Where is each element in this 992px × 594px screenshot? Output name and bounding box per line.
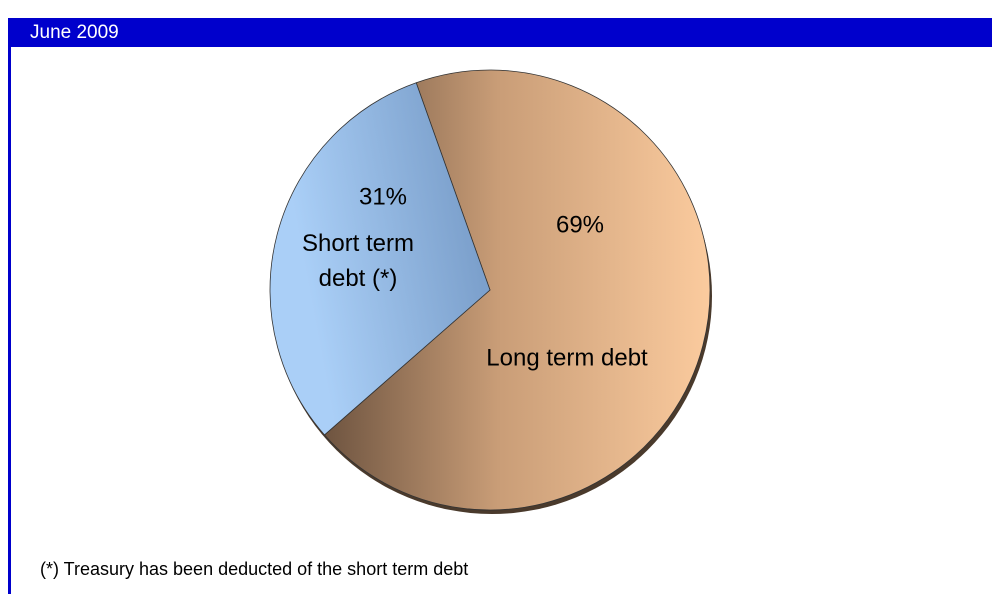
footnote: (*) Treasury has been deducted of the sh… — [40, 559, 469, 579]
pie-slice — [269, 82, 491, 436]
value-label: 69% — [555, 211, 605, 239]
frame-line — [8, 47, 11, 594]
category-label: Short term debt (*) — [301, 230, 415, 292]
category-label: Long term debt — [486, 344, 648, 372]
pie-slice — [323, 69, 711, 511]
chart-title: June 2009 — [8, 18, 992, 47]
value-label: 31% — [358, 183, 408, 211]
